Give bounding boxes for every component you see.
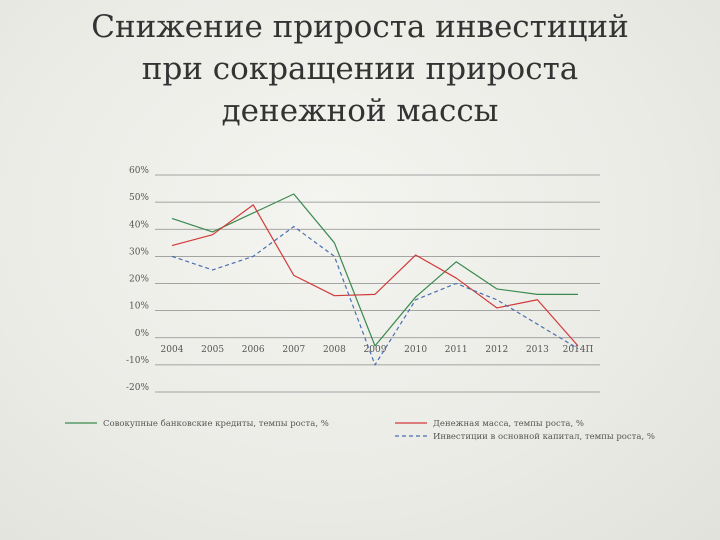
x-tick-label: 2009 bbox=[364, 345, 387, 355]
title-line-1: Снижение прироста инвестиций bbox=[91, 9, 629, 45]
series-line-1 bbox=[171, 193, 578, 347]
x-axis-ticks: 2004 2005 2006 2007 2008 2009 2010 2011 2012 2013… bbox=[161, 345, 594, 355]
y-tick-label: 30% bbox=[129, 247, 149, 257]
x-tick-label: 2004 bbox=[161, 345, 184, 355]
y-tick-label: -10% bbox=[126, 356, 149, 366]
y-tick-label: 0% bbox=[135, 329, 150, 339]
y-tick-label: 60% bbox=[129, 166, 149, 176]
y-tick-label: 40% bbox=[129, 220, 149, 230]
slide-title: Снижение прироста инвестиций при сокраще… bbox=[40, 6, 680, 132]
y-tick-label: 50% bbox=[129, 193, 149, 203]
series-line-3 bbox=[171, 225, 579, 366]
x-tick-label: 2011 bbox=[445, 345, 468, 355]
x-tick-label: 2010 bbox=[404, 345, 427, 355]
chart-grid bbox=[155, 174, 600, 393]
x-tick-label: 2013 bbox=[526, 345, 549, 355]
x-tick-label: 2012 bbox=[485, 345, 508, 355]
x-tick-label: 2014П bbox=[563, 345, 594, 355]
x-tick-label: 2006 bbox=[242, 345, 265, 355]
x-tick-label: 2008 bbox=[323, 345, 346, 355]
y-axis-ticks: -20% -10% 0% 10% 20% 30% 40% 50% 60% bbox=[126, 166, 149, 393]
x-tick-label: 2005 bbox=[201, 345, 224, 355]
series-line-2 bbox=[171, 204, 579, 347]
chart-legend: Совокупные банковские кредиты, темпы рос… bbox=[65, 418, 655, 442]
y-tick-label: 10% bbox=[129, 302, 149, 312]
x-tick-label: 2007 bbox=[282, 345, 305, 355]
legend-label: Инвестиции в основной капитал, темпы рос… bbox=[433, 432, 655, 442]
legend-label: Денежная масса, темпы роста, % bbox=[433, 419, 584, 429]
title-line-3: денежной массы bbox=[221, 93, 499, 129]
y-tick-label: -20% bbox=[126, 383, 149, 393]
title-line-2: при сокращении прироста bbox=[141, 51, 579, 87]
legend-label: Совокупные банковские кредиты, темпы рос… bbox=[103, 418, 329, 429]
series-lines bbox=[171, 193, 579, 366]
y-tick-label: 20% bbox=[129, 275, 149, 285]
